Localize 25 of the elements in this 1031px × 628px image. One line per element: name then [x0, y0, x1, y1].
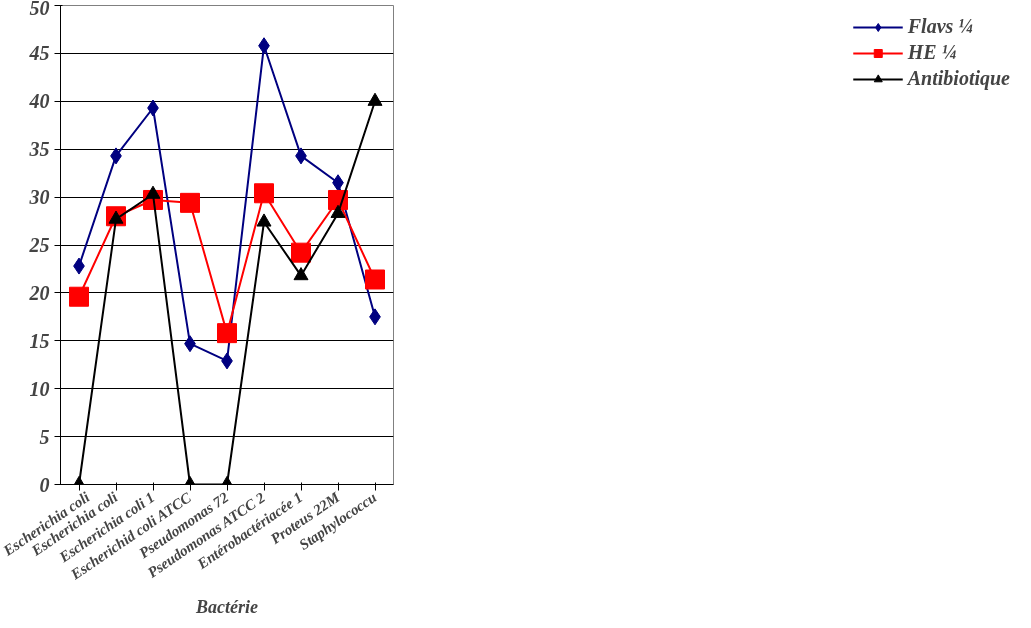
point — [256, 213, 272, 227]
point — [69, 286, 89, 307]
y-tick-label: 5 — [39, 425, 50, 448]
y-tick-label: 0 — [39, 473, 50, 496]
y-tick-label: 50 — [29, 0, 50, 19]
legend-label: HE ¼ — [907, 41, 957, 64]
y-tick-label: 15 — [29, 329, 50, 352]
point — [254, 183, 274, 204]
point — [367, 92, 383, 106]
y-tick-label: 20 — [28, 281, 50, 304]
point — [217, 323, 237, 344]
point — [180, 192, 200, 213]
y-tick-label: 45 — [28, 42, 50, 65]
y-tick-label: 30 — [28, 186, 50, 209]
point — [330, 204, 346, 218]
point — [291, 242, 311, 263]
y-tick-label: 10 — [29, 377, 50, 400]
legend-label: Flavs ¼ — [907, 15, 974, 38]
y-tick-label: 40 — [28, 90, 50, 113]
point — [293, 267, 309, 281]
y-tick-label: 35 — [28, 138, 50, 161]
legend-label: Antibiotique — [907, 67, 1010, 90]
point — [365, 269, 385, 290]
y-tick-label: 25 — [28, 234, 50, 256]
x-axis-title: Bactérie — [195, 597, 258, 618]
